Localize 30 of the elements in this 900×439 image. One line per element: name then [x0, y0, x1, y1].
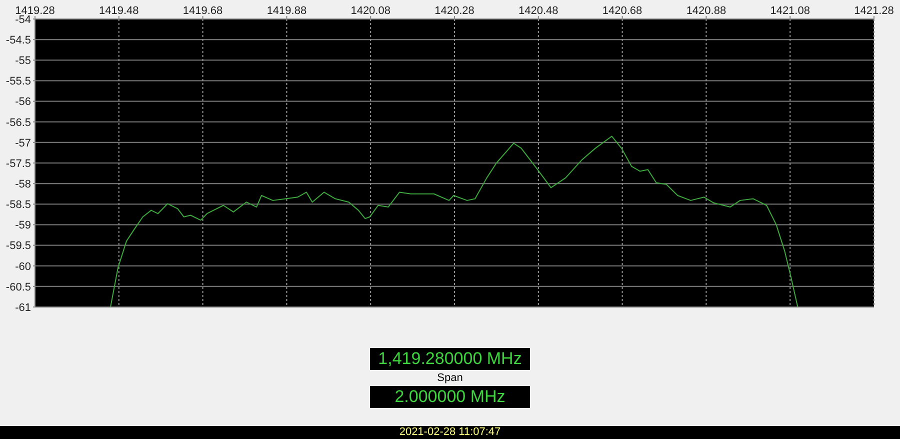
y-tick-label: -57.5: [6, 158, 31, 170]
y-tick-label: -59: [15, 220, 31, 232]
y-tick-label: -56.5: [6, 116, 31, 129]
x-tick-label: 1419.88: [266, 5, 307, 17]
y-tick-label: -57: [15, 137, 31, 150]
y-tick-label: -58.5: [6, 199, 31, 212]
y-tick-label: -55.5: [6, 76, 31, 88]
y-tick-label: -55: [15, 55, 31, 68]
y-tick-label: -54.5: [6, 34, 31, 46]
x-tick-label: 1420.88: [686, 5, 726, 17]
text: 1,419.280000 MHz: [370, 348, 530, 370]
text: 2021-02-28 11:07:47: [0, 426, 900, 439]
text: 2.000000 MHz: [370, 386, 530, 408]
x-tick-label: 1419.68: [182, 5, 223, 17]
y-tick-label: -60: [15, 260, 31, 273]
y-tick-label: -58: [15, 178, 31, 190]
y-tick-label: -56: [15, 96, 31, 108]
y-tick-label: -59.5: [6, 240, 31, 252]
y-tick-label: -60.5: [6, 281, 31, 294]
x-tick-label: 1420.28: [434, 5, 474, 17]
x-tick-label: 1420.68: [602, 5, 642, 17]
line-series: [110, 136, 798, 307]
x-tick-label: 1420.48: [518, 5, 558, 17]
x-tick-label: 1420.08: [350, 5, 390, 17]
x-tick-label: 1421.28: [854, 5, 894, 17]
x-tick-label: 1421.08: [770, 5, 810, 17]
x-tick-label: 1419.48: [99, 5, 139, 17]
y-tick-label: -54: [15, 14, 31, 26]
text: Span: [436, 372, 464, 384]
y-tick-label: -61: [15, 302, 31, 314]
